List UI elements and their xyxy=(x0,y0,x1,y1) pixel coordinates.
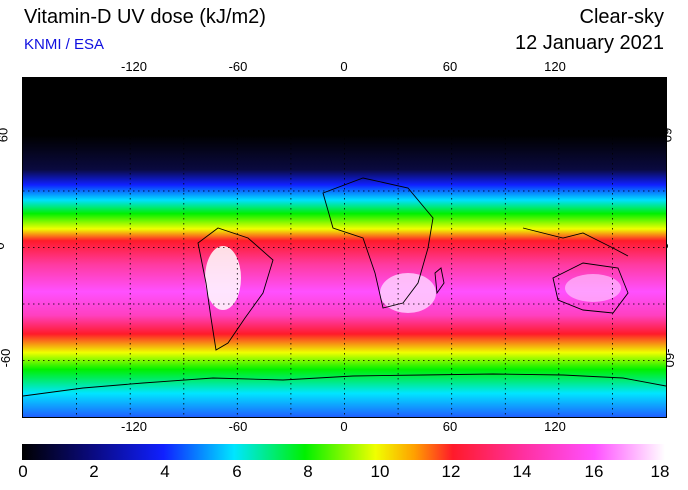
antarctica-coast xyxy=(23,373,666,397)
australia-coast xyxy=(552,262,629,314)
australia-peak xyxy=(565,274,621,302)
madagascar-coast xyxy=(434,267,445,295)
lat-tick-left: 60 xyxy=(0,127,11,143)
lon-tick-top: 0 xyxy=(340,59,348,74)
colorbar-label: 6 xyxy=(232,462,242,481)
colorbar-label: 2 xyxy=(89,462,99,481)
lat-lon-grid xyxy=(23,78,666,417)
lon-tick-bottom: 0 xyxy=(340,419,348,434)
colorbar-label: 14 xyxy=(512,462,532,481)
south-america-peak xyxy=(205,246,241,310)
south-america-coast xyxy=(197,227,274,351)
lat-tick-left: 0 xyxy=(0,242,7,249)
colorbar-label: 10 xyxy=(370,462,390,481)
color-scale-bar xyxy=(22,444,665,460)
date-label: 12 January 2021 xyxy=(514,32,664,54)
sky-condition-label: Clear-sky xyxy=(579,6,664,28)
lon-tick-top: -120 xyxy=(120,59,148,74)
africa-coast xyxy=(322,177,434,309)
coastlines xyxy=(23,177,666,397)
lon-tick-top: -60 xyxy=(228,59,248,74)
uv-dose-map[interactable] xyxy=(22,77,667,418)
lon-tick-bottom: -60 xyxy=(228,419,248,434)
map-title: Vitamin-D UV dose (kJ/m2) xyxy=(24,6,266,28)
colorbar-label: 18 xyxy=(650,462,670,481)
colorbar-label: 8 xyxy=(303,462,313,481)
lon-tick-top: 120 xyxy=(544,59,566,74)
data-source-label: KNMI / ESA xyxy=(24,36,105,53)
colorbar-label: 0 xyxy=(18,462,28,481)
colorbar-label: 4 xyxy=(160,462,170,481)
lon-tick-bottom: 120 xyxy=(544,419,566,434)
indonesia-coast xyxy=(522,227,629,257)
lon-tick-bottom: -120 xyxy=(120,419,148,434)
southern-africa-peak xyxy=(380,273,436,313)
colorbar-label: 16 xyxy=(584,462,604,481)
colorbar-label: 12 xyxy=(441,462,461,481)
lon-tick-top: 60 xyxy=(442,59,458,74)
lat-tick-left: -60 xyxy=(0,348,13,368)
lon-tick-bottom: 60 xyxy=(442,419,458,434)
